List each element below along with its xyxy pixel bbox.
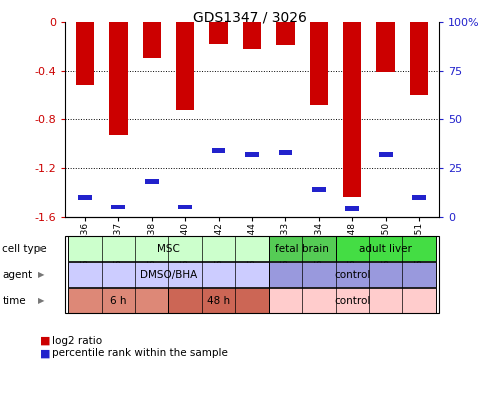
Bar (212, 148, 226, 153)
Bar (343, 22, 361, 197)
Text: MSC: MSC (157, 244, 180, 254)
Text: DMSO/BHA: DMSO/BHA (140, 270, 197, 279)
Bar (243, 22, 261, 49)
Bar (276, 22, 294, 45)
Text: agent: agent (2, 270, 32, 279)
Text: control: control (334, 296, 370, 305)
Text: log2 ratio: log2 ratio (52, 336, 102, 346)
Text: ■: ■ (39, 336, 50, 346)
Bar (145, 179, 159, 184)
Bar (210, 22, 228, 44)
Text: control: control (334, 270, 370, 279)
Bar (412, 195, 426, 200)
Bar (178, 205, 192, 209)
Text: time: time (2, 296, 26, 305)
Bar (278, 150, 292, 155)
Bar (410, 22, 428, 95)
Bar (143, 22, 161, 58)
Text: adult liver: adult liver (359, 244, 412, 254)
Text: 6 h: 6 h (110, 296, 127, 305)
Text: ▶: ▶ (37, 270, 44, 279)
Bar (109, 22, 128, 135)
Bar (345, 207, 359, 211)
Bar (312, 187, 326, 192)
Bar (76, 22, 94, 85)
Text: ▶: ▶ (37, 296, 44, 305)
Text: GDS1347 / 3026: GDS1347 / 3026 (193, 10, 306, 24)
Bar (176, 22, 194, 110)
Bar (111, 205, 125, 209)
Text: ■: ■ (39, 348, 50, 358)
Text: percentile rank within the sample: percentile rank within the sample (52, 348, 228, 358)
Bar (379, 152, 393, 157)
Bar (78, 195, 92, 200)
Text: cell type: cell type (2, 244, 47, 254)
Text: fetal brain: fetal brain (275, 244, 329, 254)
Text: 48 h: 48 h (207, 296, 230, 305)
Text: ▶: ▶ (37, 244, 44, 253)
Bar (376, 22, 395, 72)
Bar (245, 152, 259, 157)
Bar (310, 22, 328, 105)
